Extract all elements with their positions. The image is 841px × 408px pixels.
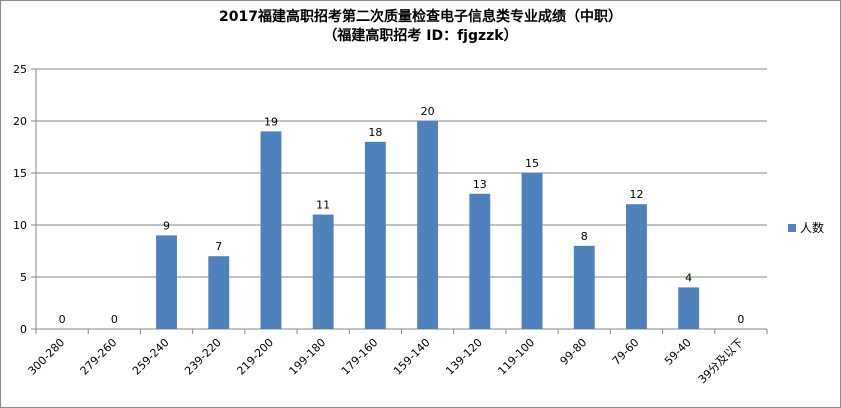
legend-swatch <box>788 224 796 232</box>
x-tick-label: 199-180 <box>287 336 329 378</box>
bar <box>364 141 386 329</box>
bar <box>469 193 491 329</box>
data-label: 19 <box>264 115 278 128</box>
data-label: 20 <box>421 105 435 118</box>
x-tick-label: 159-140 <box>391 336 433 378</box>
x-tick-label: 139-120 <box>443 336 485 378</box>
bar <box>208 256 230 329</box>
y-tick-label: 10 <box>13 219 27 232</box>
legend-label: 人数 <box>800 220 824 235</box>
y-axis-ticks: 0 5 10 15 20 25 <box>13 63 27 336</box>
x-tick-label: 119-100 <box>495 336 537 378</box>
data-label: 13 <box>473 178 487 191</box>
data-labels: 0 0 9 7 19 11 18 20 13 15 8 12 4 0 <box>59 105 745 326</box>
x-tick-label: 179-160 <box>339 336 381 378</box>
y-tick-label: 25 <box>13 63 27 76</box>
x-tick-label: 300-280 <box>26 336 68 378</box>
data-label: 18 <box>368 126 382 139</box>
data-label: 15 <box>525 157 539 170</box>
y-tick-label: 0 <box>20 323 27 336</box>
data-label: 0 <box>111 313 118 326</box>
gridlines <box>31 68 768 334</box>
chart-title: 2017福建高职招考第二次质量检查电子信息类专业成绩（中职） <box>219 9 622 25</box>
y-tick-label: 20 <box>13 115 27 128</box>
x-tick-label: 239-220 <box>182 336 224 378</box>
data-label: 8 <box>581 230 588 243</box>
bar <box>521 173 543 329</box>
x-tick-label: 259-240 <box>130 336 172 378</box>
bar <box>626 204 647 329</box>
data-label: 0 <box>59 313 66 326</box>
data-label: 12 <box>629 188 643 201</box>
chart-subtitle: （福建高职招考 ID：fjgzzk） <box>323 28 518 44</box>
legend: 人数 <box>788 220 824 235</box>
data-label: 0 <box>737 313 744 326</box>
chart-title-block: 2017福建高职招考第二次质量检查电子信息类专业成绩（中职） （福建高职招考 I… <box>0 8 841 46</box>
y-tick-label: 5 <box>20 271 27 284</box>
y-tick-label: 15 <box>13 167 27 180</box>
x-tick-label: 59-40 <box>662 336 694 368</box>
data-label: 9 <box>163 219 170 232</box>
bar <box>156 235 177 329</box>
data-label: 4 <box>685 271 692 284</box>
x-axis-ticks: 300-280 279-260 259-240 239-220 219-200 199-1… <box>26 336 746 386</box>
x-tick-label: 279-260 <box>78 336 120 378</box>
bar <box>417 121 439 329</box>
bar <box>678 287 700 329</box>
x-tick-label: 219-200 <box>234 336 276 378</box>
bar <box>260 131 282 329</box>
x-tick-label: 99-80 <box>558 336 590 368</box>
bars <box>156 121 700 329</box>
x-tick-label: 39分及以下 <box>696 336 746 386</box>
data-label: 7 <box>215 240 222 253</box>
bar <box>573 245 595 329</box>
x-tick-label: 79-60 <box>610 336 642 368</box>
data-label: 11 <box>316 199 330 212</box>
bar <box>312 214 334 329</box>
